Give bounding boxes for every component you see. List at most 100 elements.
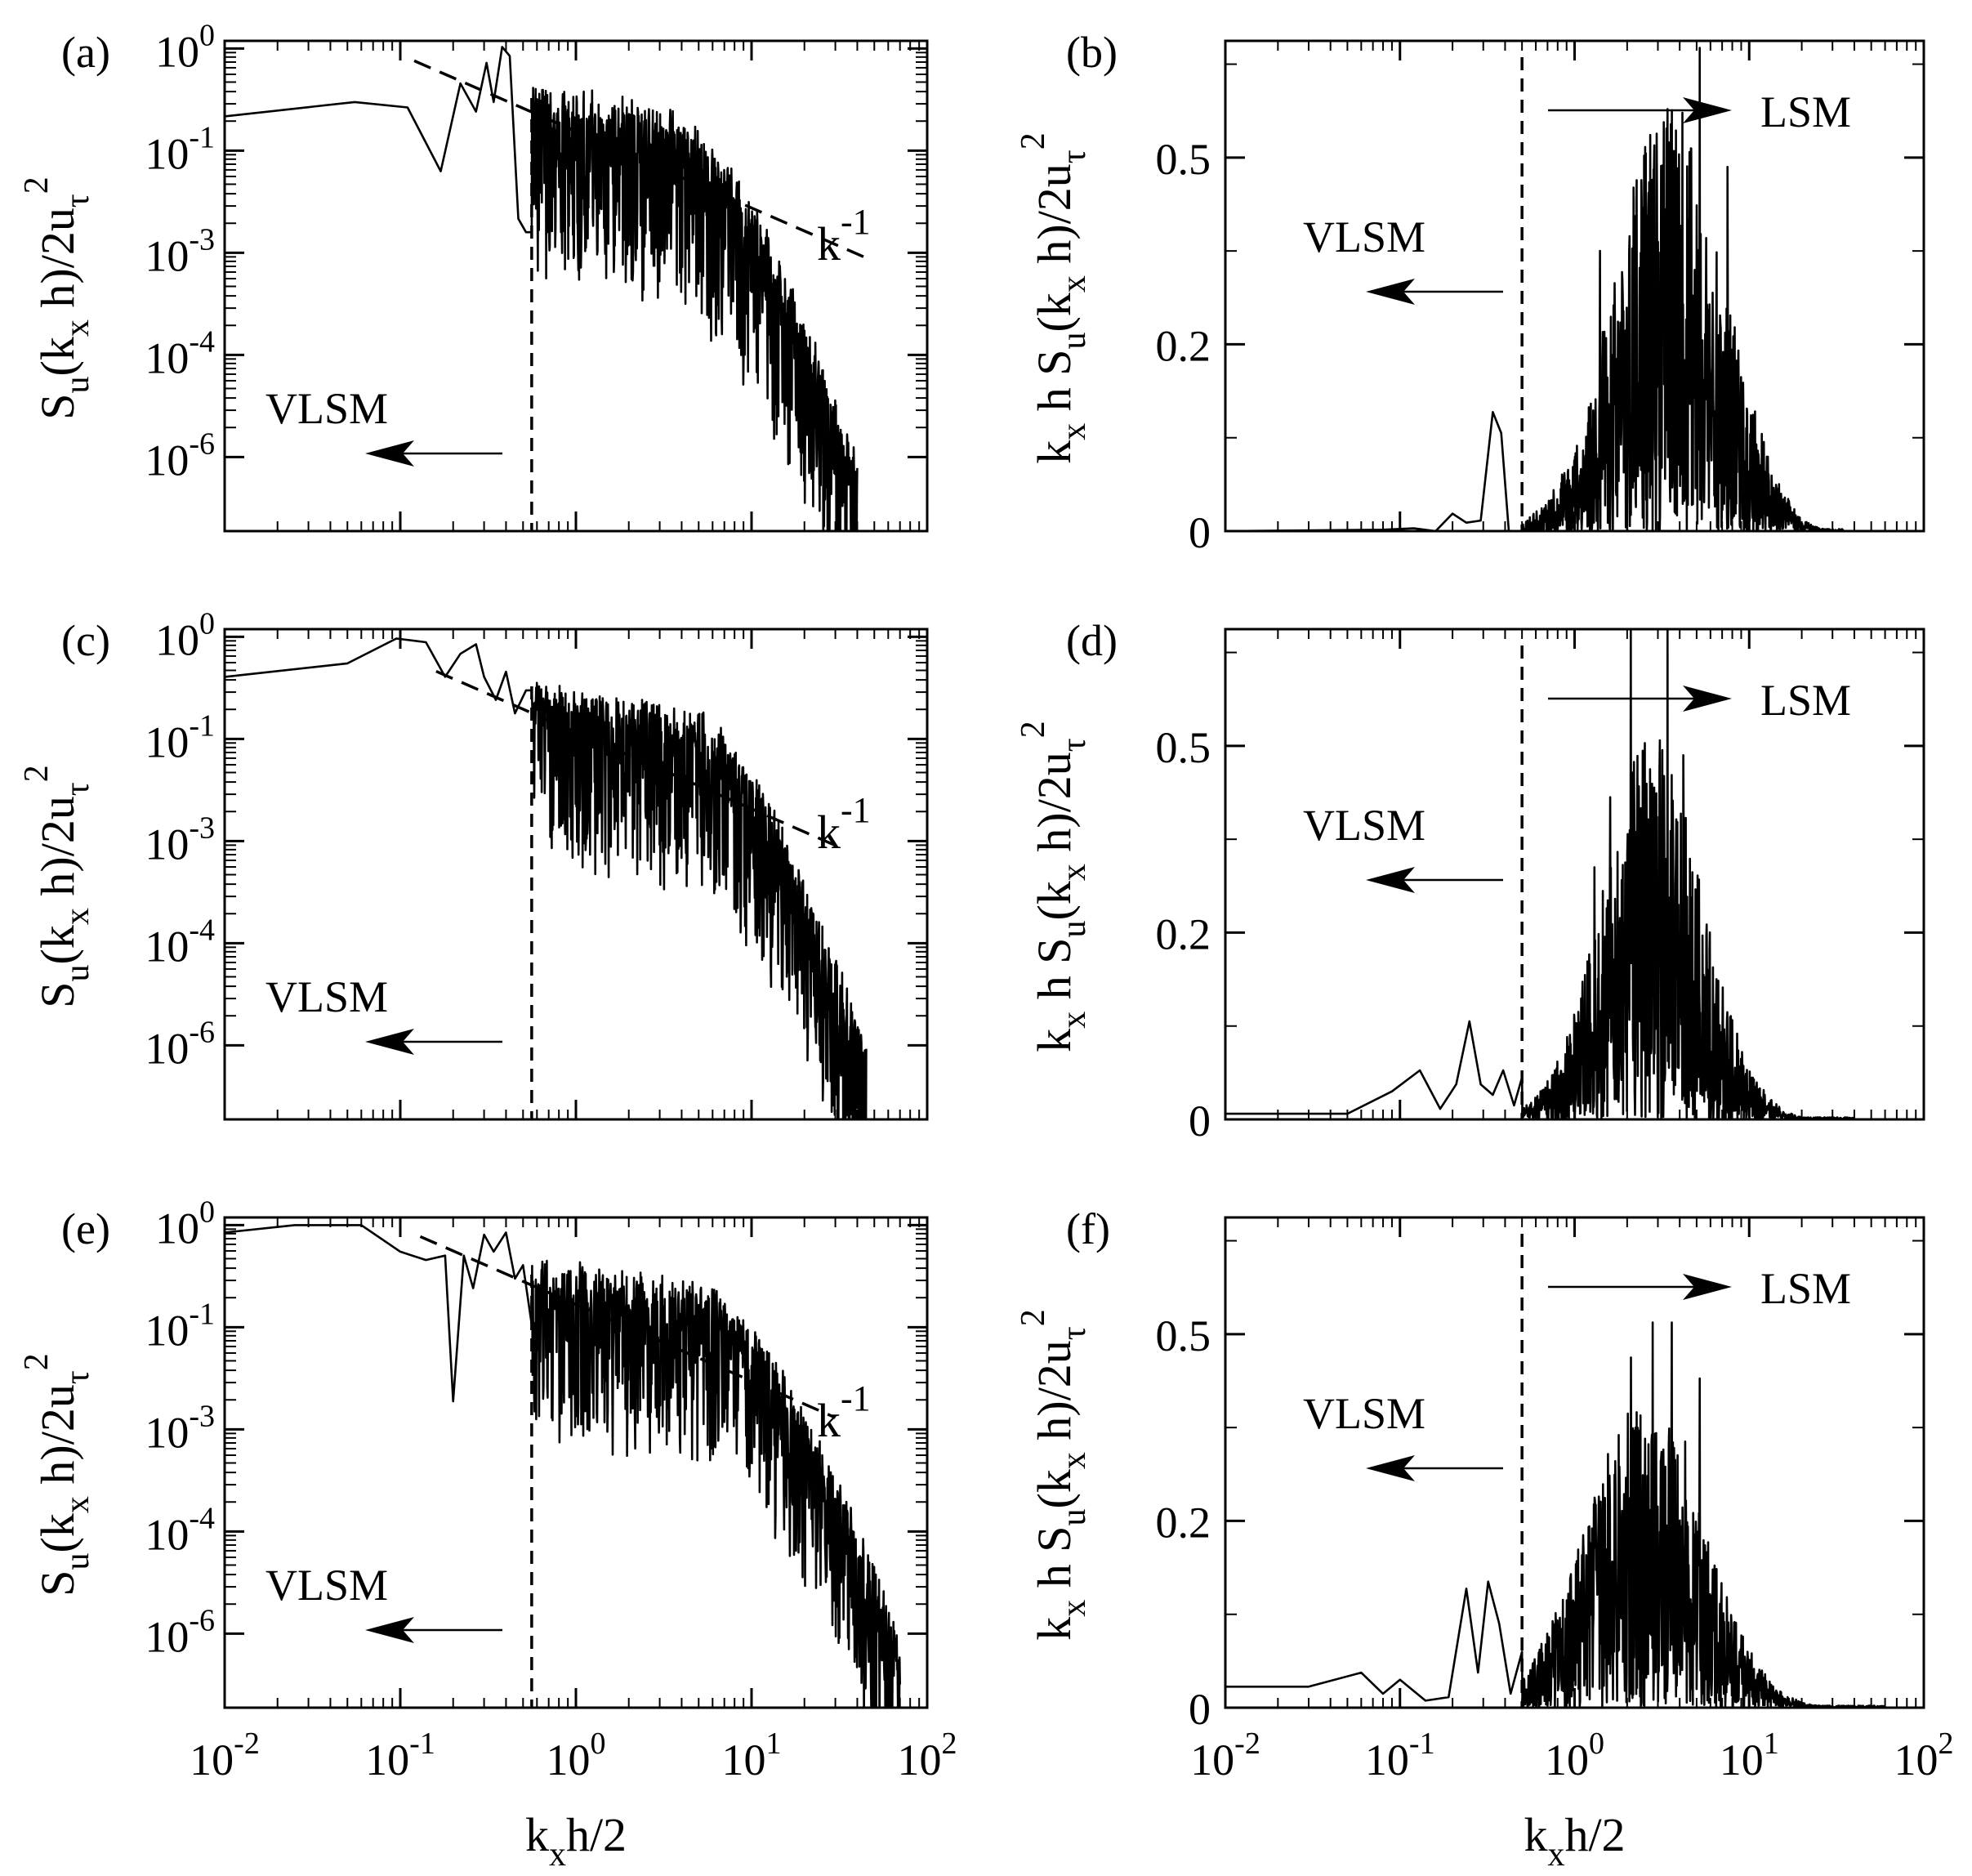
lsm-arrowhead — [1683, 1274, 1732, 1300]
vlsm-arrowhead — [365, 1029, 414, 1055]
x-tick-label: 101 — [1720, 1726, 1779, 1784]
y-axis-label: Su(kx h)/2uτ2 — [18, 176, 96, 419]
label-part: (k — [31, 925, 84, 964]
label-part: 10 — [145, 922, 189, 971]
vlsm-arrowhead — [365, 1617, 414, 1643]
label-part: k — [1028, 440, 1081, 464]
label-part: 2 — [1939, 1726, 1954, 1761]
label-part: -1 — [841, 1378, 871, 1418]
label-part: 2 — [1015, 721, 1052, 738]
label-part: x — [1055, 1012, 1093, 1029]
label-part: 10 — [145, 1306, 189, 1355]
label-part: k — [1028, 1617, 1081, 1641]
label-part: 10 — [145, 717, 189, 766]
label-part: 2 — [942, 1726, 957, 1761]
label-part: S — [31, 981, 84, 1007]
label-part: τ — [59, 1370, 96, 1384]
slope-label: k-1 — [817, 202, 871, 270]
x-axis-label: kxh/2 — [525, 1808, 627, 1874]
label-part: 1 — [1764, 1726, 1779, 1761]
label-part: 0 — [199, 18, 215, 52]
y-tick-label: 0 — [1189, 1685, 1211, 1734]
spectrum-series-line — [225, 46, 859, 531]
label-part: -2 — [1234, 1726, 1260, 1761]
label-part: 10 — [145, 436, 189, 485]
vlsm-label: VLSM — [1303, 212, 1425, 261]
label-part: (k — [1028, 293, 1081, 332]
x-tick-label: 102 — [1894, 1726, 1954, 1784]
y-axis-label: kx h Su(kx h)/2uτ2 — [1015, 132, 1093, 463]
label-part: -1 — [1409, 1726, 1435, 1761]
label-part: x — [1055, 275, 1093, 293]
label-part: 10 — [145, 231, 189, 280]
y-tick-label: 100 — [155, 1195, 215, 1253]
label-part: (k — [31, 1513, 84, 1552]
label-part: -4 — [189, 324, 215, 359]
x-axis-label: kxh/2 — [1524, 1808, 1625, 1874]
label-part: 10 — [155, 1204, 199, 1253]
spectrum-series-line — [225, 637, 868, 1119]
label-part: 1 — [766, 1726, 782, 1761]
y-tick-label: 10-1 — [145, 120, 215, 178]
label-part: S — [31, 393, 84, 419]
y-tick-label: 10-4 — [145, 913, 215, 971]
label-part: 2 — [1015, 1309, 1052, 1326]
x-tick-label: 102 — [898, 1726, 957, 1784]
label-part: 10 — [145, 1024, 189, 1073]
spectrum-series-line — [1225, 629, 1856, 1119]
spectrum-series-line — [1225, 47, 1845, 531]
spectrum-series-line — [225, 1224, 901, 1708]
label-part: 10 — [145, 820, 189, 869]
label-part: 10 — [898, 1735, 942, 1784]
label-part: 10 — [155, 615, 199, 664]
panel-label: (f) — [1066, 1204, 1110, 1253]
label-part: k — [1028, 1029, 1081, 1052]
label-part: 0 — [591, 1726, 606, 1761]
vlsm-label: VLSM — [265, 1561, 388, 1610]
y-tick-label: 0.2 — [1156, 909, 1211, 958]
label-part: -6 — [189, 427, 215, 461]
y-tick-label: 0.2 — [1156, 1498, 1211, 1547]
label-part: u — [1055, 1508, 1093, 1525]
label-part: x — [59, 908, 96, 925]
x-tick-label: 100 — [1545, 1726, 1604, 1784]
vlsm-label: VLSM — [265, 384, 388, 433]
y-tick-label: 10-6 — [145, 1015, 215, 1073]
label-part: -1 — [841, 790, 871, 830]
label-part: x — [59, 319, 96, 337]
label-part: -1 — [409, 1726, 435, 1761]
vlsm-label: VLSM — [265, 972, 388, 1021]
label-part: k — [817, 1394, 841, 1447]
label-part: h/2 — [1564, 1808, 1625, 1861]
label-part: h)/2u — [1028, 163, 1081, 275]
reference-slope-line — [419, 1235, 837, 1419]
y-tick-label: 10-4 — [145, 324, 215, 382]
vlsm-label: VLSM — [1303, 801, 1425, 850]
label-part: τ — [59, 782, 96, 796]
label-part: -2 — [234, 1726, 260, 1761]
vlsm-arrowhead — [1366, 1455, 1415, 1481]
label-part: h S — [1028, 1525, 1081, 1599]
spectrum-series-line — [1225, 1321, 1886, 1708]
label-part: 10 — [145, 333, 189, 382]
y-tick-label: 10-1 — [145, 1297, 215, 1355]
label-part: -6 — [189, 1015, 215, 1049]
y-tick-label: 10-6 — [145, 1603, 215, 1661]
label-part: -1 — [189, 1297, 215, 1331]
label-part: τ — [1055, 1326, 1093, 1340]
label-part: 0 — [199, 1195, 215, 1229]
lsm-arrowhead — [1683, 97, 1732, 123]
label-part: h)/2u — [1028, 1340, 1081, 1452]
y-tick-label: 10-4 — [145, 1501, 215, 1559]
y-tick-label: 10-6 — [145, 427, 215, 485]
label-part: h)/2u — [31, 208, 84, 319]
y-tick-label: 0.2 — [1156, 321, 1211, 370]
x-tick-label: 10-2 — [190, 1726, 260, 1784]
label-part: 10 — [190, 1735, 234, 1784]
label-part: h)/2u — [31, 1384, 84, 1496]
label-part: k — [817, 806, 841, 859]
